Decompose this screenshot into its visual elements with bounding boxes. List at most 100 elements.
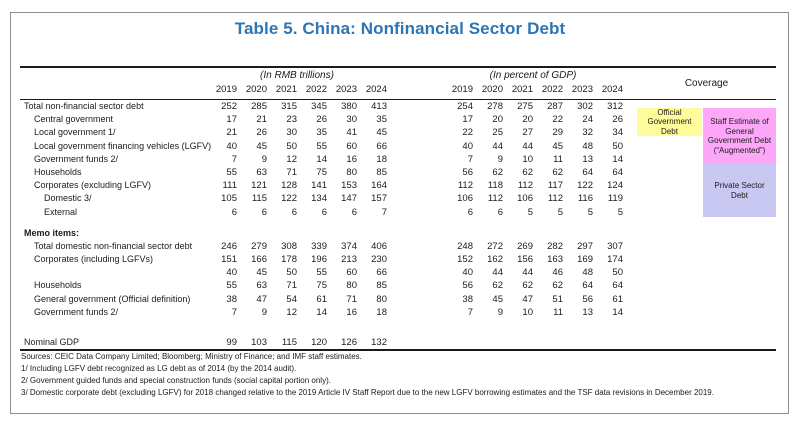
value-cell: 9 [261, 153, 267, 165]
value-cell: 106 [517, 193, 533, 205]
value-cell: 374 [341, 240, 357, 252]
value-cell: 141 [311, 180, 327, 192]
value-cell: 406 [371, 240, 387, 252]
table-row: Total domestic non-financial sector debt… [20, 240, 776, 253]
value-cell: 55 [226, 166, 237, 178]
value-cell: 307 [607, 240, 623, 252]
row-label: Memo items: [24, 227, 80, 238]
table-row: Domestic 3/105 115 122 134 147 157 106 112 106 11… [20, 192, 776, 205]
value-cell: 9 [497, 306, 503, 318]
value-cell: 66 [376, 140, 387, 152]
value-cell: 112 [457, 180, 473, 192]
value-cell: 24 [582, 114, 593, 126]
value-cell: 279 [251, 240, 267, 252]
table-body: Official Government Debt Staff Estimate … [20, 100, 776, 352]
value-cell: 6 [291, 206, 297, 218]
value-cell: 112 [517, 180, 533, 192]
row-label: General government (Official definition) [34, 293, 191, 304]
value-cell: 413 [371, 101, 387, 112]
value-cell: 62 [552, 166, 563, 178]
value-cell: 54 [286, 293, 297, 305]
value-cell: 147 [341, 193, 357, 205]
value-cell: 45 [492, 293, 503, 305]
value-cell: 80 [376, 293, 387, 305]
value-cell: 106 [457, 193, 473, 205]
value-cell: 278 [487, 101, 503, 112]
year-header: 2021 [275, 84, 297, 95]
footnote-line: Sources: CEIC Data Company Limited; Bloo… [21, 352, 362, 361]
value-cell: 196 [311, 254, 327, 266]
table-row: Government funds 2/7 9 12 14 16 18 7 9 10 11 13 14 [20, 153, 776, 166]
table-row: General government (Official definition)… [20, 293, 776, 306]
year-header: 2019 [451, 84, 473, 95]
row-label: Government funds 2/ [34, 153, 119, 164]
value-cell: 34 [612, 127, 623, 139]
value-cell: 50 [286, 140, 297, 152]
value-cell: 64 [612, 166, 623, 178]
value-cell: 25 [492, 127, 503, 139]
value-cell: 7 [381, 206, 387, 218]
value-cell: 115 [281, 337, 297, 348]
table-row: Memo items: [20, 227, 776, 240]
value-cell: 38 [226, 293, 237, 305]
table-title: Table 5. China: Nonfinancial Sector Debt [234, 19, 566, 38]
value-cell: 5 [557, 206, 563, 218]
value-cell: 29 [552, 127, 563, 139]
year-header: 2019 [215, 84, 237, 95]
footnote-line: 1/ Including LGFV debt recognized as LG … [21, 364, 297, 373]
value-cell: 62 [492, 280, 503, 292]
value-cell: 14 [612, 306, 623, 318]
value-cell: 178 [281, 254, 297, 266]
value-cell: 134 [311, 193, 327, 205]
coverage-box-augmented-government-debt: Staff Estimate of General Government Deb… [703, 108, 776, 164]
value-cell: 230 [371, 254, 387, 266]
value-cell: 169 [577, 254, 593, 266]
value-cell: 5 [617, 206, 623, 218]
value-cell: 282 [547, 240, 563, 252]
row-label: Nominal GDP [24, 337, 80, 347]
value-cell: 269 [517, 240, 533, 252]
value-cell: 13 [582, 153, 593, 165]
group-header-coverage: Coverage [684, 77, 729, 89]
value-cell: 116 [577, 193, 593, 205]
value-cell: 18 [376, 306, 387, 318]
table-row: Households 55 63 71 75 80 85 56 62 62 62 64 64 [20, 279, 776, 292]
value-cell: 71 [286, 166, 297, 178]
value-cell: 14 [612, 153, 623, 165]
value-cell: 122 [281, 193, 297, 205]
value-cell: 5 [587, 206, 593, 218]
value-cell: 75 [316, 280, 327, 292]
value-cell: 50 [612, 140, 623, 152]
value-cell: 35 [316, 127, 327, 139]
value-cell: 38 [462, 293, 473, 305]
row-label: Domestic 3/ [44, 193, 92, 204]
value-cell: 163 [547, 254, 563, 266]
value-cell: 10 [522, 153, 533, 165]
value-cell: 85 [376, 280, 387, 292]
value-cell: 315 [281, 101, 297, 112]
value-cell: 213 [341, 254, 357, 266]
row-label: Local government 1/ [34, 127, 116, 138]
value-cell: 156 [517, 254, 533, 266]
value-cell: 47 [522, 293, 533, 305]
value-cell: 7 [231, 306, 237, 318]
value-cell: 153 [341, 180, 357, 192]
value-cell: 61 [316, 293, 327, 305]
value-cell: 55 [226, 280, 237, 292]
row-label: Total non-financial sector debt [24, 101, 144, 111]
year-header-row: 2019 2020 2021 2022 2023 2024 2019 2020 2021 2022… [20, 83, 776, 97]
value-cell: 56 [582, 293, 593, 305]
value-cell: 63 [256, 166, 267, 178]
value-cell: 55 [316, 140, 327, 152]
value-cell: 40 [462, 140, 473, 152]
value-cell: 6 [351, 206, 357, 218]
value-cell: 56 [462, 166, 473, 178]
value-cell: 50 [612, 267, 623, 279]
value-cell: 46 [552, 267, 563, 279]
value-cell: 302 [577, 101, 593, 112]
value-cell: 308 [281, 240, 297, 252]
value-cell: 272 [487, 240, 503, 252]
table-row: Households 55 63 71 75 80 85 56 62 62 62 64 64 [20, 166, 776, 179]
row-spacer [20, 219, 776, 227]
value-cell: 112 [547, 193, 563, 205]
